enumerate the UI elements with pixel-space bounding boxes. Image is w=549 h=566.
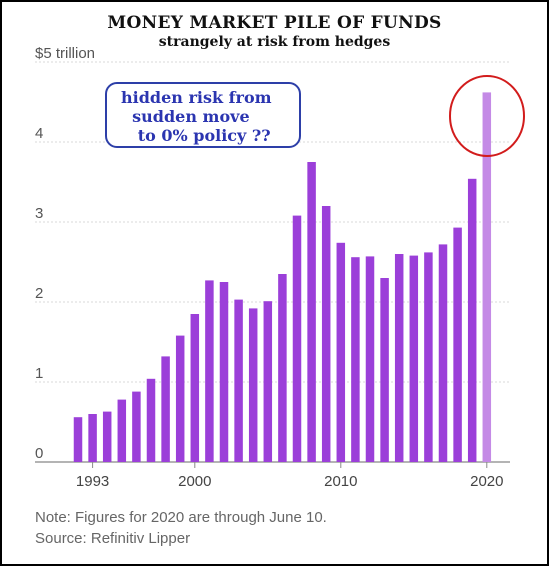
- x-axis-ticks: 1993 2000 2010 2020: [76, 462, 503, 490]
- bar: [467, 178, 477, 463]
- bar: [263, 301, 273, 462]
- bar: [73, 417, 83, 462]
- annotation-line: to 0% policy ??: [121, 126, 271, 145]
- y-tick-label: 0: [35, 445, 43, 462]
- bar: [205, 280, 214, 462]
- bar: [248, 308, 258, 462]
- y-axis-ticks: 0 1 2 3 4 $5 trillion: [35, 45, 95, 462]
- x-tick-label: 2020: [470, 473, 503, 490]
- chart-subtitle: strangely at risk from hedges: [158, 34, 391, 50]
- bar: [190, 314, 200, 462]
- bar: [278, 274, 287, 462]
- chart-note: Note: Figures for 2020 are through June …: [35, 509, 327, 526]
- bar: [438, 244, 448, 462]
- y-tick-label: 4: [35, 125, 43, 142]
- bar: [424, 252, 433, 462]
- bar: [102, 411, 112, 462]
- annotation-line: sudden move: [121, 107, 250, 126]
- bar: [351, 257, 360, 462]
- bar: [175, 335, 185, 462]
- bar: [321, 206, 331, 462]
- x-tick-label: 1993: [76, 473, 109, 490]
- y-tick-label: 1: [35, 365, 43, 382]
- bar: [453, 227, 462, 462]
- bar: [394, 254, 404, 462]
- bar: [161, 356, 170, 462]
- bar: [88, 414, 97, 462]
- annotation-line: hidden risk from: [121, 88, 272, 107]
- bar: [234, 299, 243, 462]
- bar: [365, 256, 375, 462]
- annotation-callout: hidden risk from sudden move to 0% polic…: [105, 82, 301, 148]
- chart-source: Source: Refinitiv Lipper: [35, 530, 191, 547]
- highlight-circle: [449, 75, 525, 157]
- bar: [307, 162, 316, 462]
- y-tick-label: 3: [35, 205, 43, 222]
- chart-title: MONEY MARKET PILE OF FUNDS: [107, 13, 442, 33]
- bars: [73, 92, 492, 463]
- x-tick-label: 2000: [178, 473, 211, 490]
- bar: [219, 282, 229, 462]
- bar: [117, 399, 127, 462]
- bar: [292, 215, 302, 462]
- y-tick-label: $5 trillion: [35, 45, 95, 62]
- bar: [482, 92, 492, 463]
- x-tick-label: 2010: [324, 473, 357, 490]
- bar: [409, 255, 419, 462]
- bar: [146, 378, 156, 462]
- bar: [132, 391, 141, 462]
- bar: [380, 278, 389, 462]
- bar: [336, 242, 346, 462]
- y-tick-label: 2: [35, 285, 43, 302]
